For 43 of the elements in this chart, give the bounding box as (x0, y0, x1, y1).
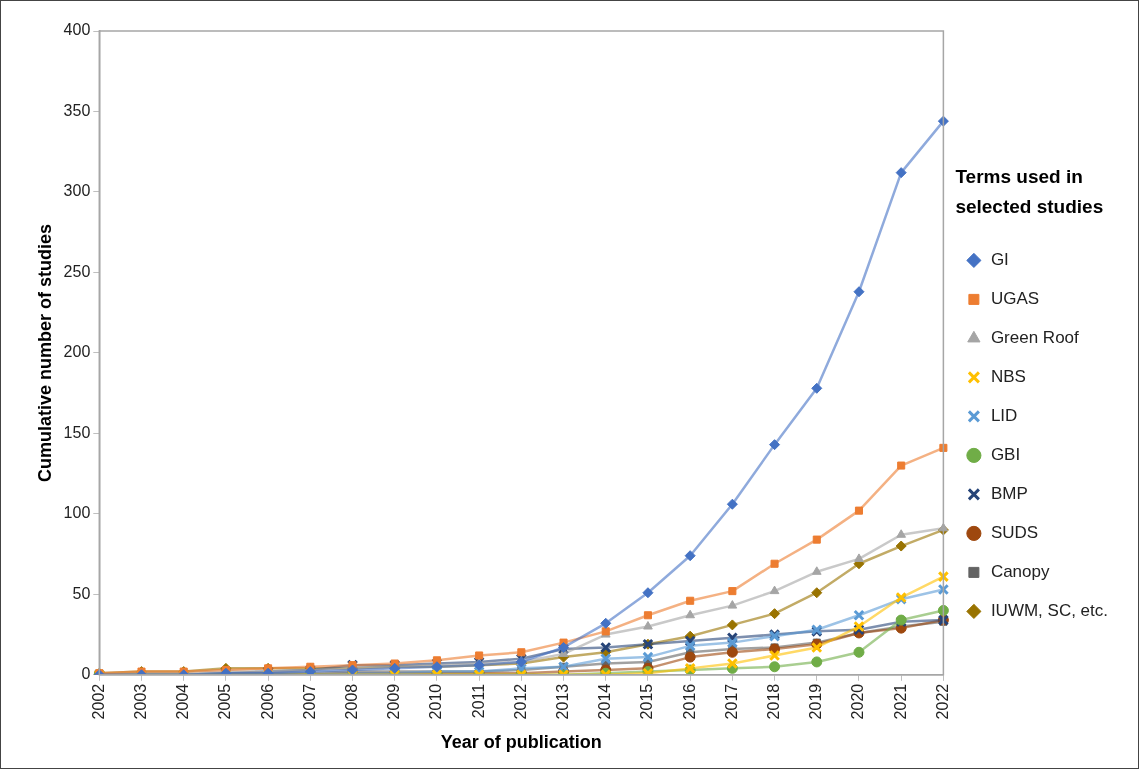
legend-label: Green Roof (990, 328, 1080, 348)
legend-label: LID (990, 406, 1018, 426)
legend-label: SUDS (990, 523, 1039, 543)
x-tick-label: 2006 (258, 683, 276, 720)
y-tick-label: 350 (63, 101, 91, 119)
legend-title: Terms used in selected studies (955, 165, 1104, 217)
legend-label: BMP (990, 484, 1028, 504)
legend-label: GBI (990, 445, 1021, 465)
legend-label: NBS (990, 367, 1026, 387)
x-tick-label: 2007 (300, 683, 318, 720)
x-tick-label: 2002 (89, 683, 107, 720)
x-tick-label: 2020 (849, 683, 867, 720)
y-tick-label: 150 (63, 423, 91, 441)
y-axis-title: Cumulative number of studies (34, 223, 55, 482)
x-tick-label: 2018 (764, 683, 782, 720)
legend-label: GI (990, 250, 1009, 270)
legend-label: Canopy (990, 562, 1050, 582)
x-tick-label: 2013 (553, 683, 571, 720)
x-tick-label: 2015 (638, 683, 656, 720)
x-tick-label: 2021 (891, 683, 909, 720)
x-tick-label: 2016 (680, 683, 698, 720)
x-tick-label: 2011 (469, 683, 487, 719)
legend-label: IUWM, SC, etc. (990, 601, 1109, 621)
y-tick-label: 100 (63, 504, 91, 522)
x-tick-label: 2009 (385, 683, 403, 720)
x-tick-label: 2017 (722, 683, 740, 720)
x-tick-label: 2005 (216, 683, 234, 720)
y-tick-label: 250 (63, 262, 91, 280)
x-tick-label: 2003 (131, 683, 149, 720)
y-tick-label: 200 (63, 343, 91, 361)
x-tick-label: 2014 (596, 683, 614, 720)
y-tick-label: 50 (72, 584, 91, 602)
x-tick-label: 2004 (174, 683, 192, 720)
x-tick-label: 2019 (807, 683, 825, 720)
x-axis-title: Year of publication (440, 732, 602, 753)
y-tick-label: 400 (63, 21, 91, 39)
x-tick-label: 2022 (933, 683, 951, 720)
y-tick-label: 300 (63, 182, 91, 200)
legend-label: UGAS (990, 289, 1040, 309)
x-tick-label: 2008 (342, 683, 360, 720)
y-tick-label: 0 (81, 665, 91, 683)
x-tick-label: 2010 (427, 683, 445, 720)
x-tick-label: 2012 (511, 683, 529, 720)
